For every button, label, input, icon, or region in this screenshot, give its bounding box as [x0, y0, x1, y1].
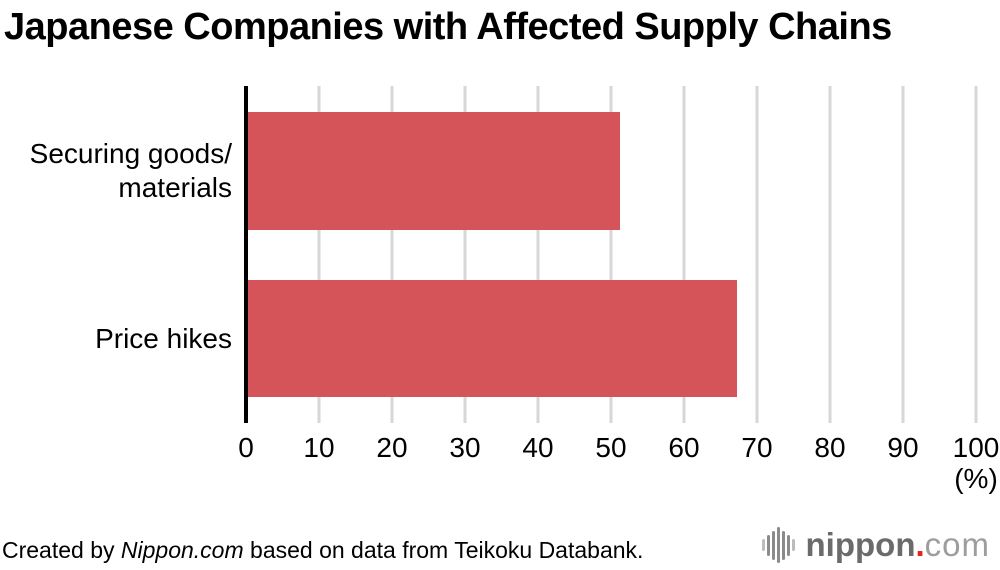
gridline-20 [390, 86, 394, 423]
credit-line: Created by Nippon.com based on data from… [2, 537, 643, 564]
tick-label-100: 100 [952, 432, 1000, 463]
tick-label-80: 80 [814, 432, 846, 463]
credit-suffix: based on data from Teikoku Databank. [243, 537, 644, 563]
tick-label-60: 60 [668, 432, 700, 463]
nippon-logo-text: nippon.com [806, 524, 990, 566]
tick-label-70: 70 [741, 432, 773, 463]
chart-title: Japanese Companies with Affected Supply … [4, 6, 892, 48]
plot-area [244, 86, 978, 423]
tick-label-30: 30 [449, 432, 481, 463]
tick-label-50: 50 [595, 432, 627, 463]
tick-label-90: 90 [887, 432, 919, 463]
tick-label-10: 10 [303, 432, 335, 463]
category-label-price-hikes: Price hikes [95, 323, 232, 354]
logo-name: nippon [805, 526, 916, 563]
tick-label-20: 20 [376, 432, 408, 463]
logo-domain: com [924, 526, 990, 563]
gridline-40 [536, 86, 540, 423]
gridline-10 [317, 86, 321, 423]
y-axis-line [244, 86, 248, 423]
category-label-securing-goods: Securing goods/ materials [29, 138, 232, 203]
x-axis-ticks: 0 10 20 30 40 50 60 70 80 90 100 [238, 432, 999, 463]
logo-dot: . [915, 526, 925, 563]
gridline-80 [828, 86, 832, 423]
credit-prefix: Created by [2, 537, 121, 563]
gridline-60 [682, 86, 686, 423]
bar-securing-goods [248, 112, 621, 230]
x-axis-unit-label: (%) [954, 463, 998, 494]
gridline-30 [463, 86, 467, 423]
soundwave-icon [761, 524, 797, 566]
gridline-70 [755, 86, 759, 423]
tick-label-40: 40 [522, 432, 554, 463]
nippon-logo: nippon.com [761, 524, 990, 566]
gridline-100 [974, 86, 978, 423]
gridline-50 [609, 86, 613, 423]
gridline-90 [901, 86, 905, 423]
bar-price-hikes [248, 280, 738, 397]
credit-source: Nippon.com [120, 537, 244, 563]
tick-label-0: 0 [238, 432, 254, 463]
